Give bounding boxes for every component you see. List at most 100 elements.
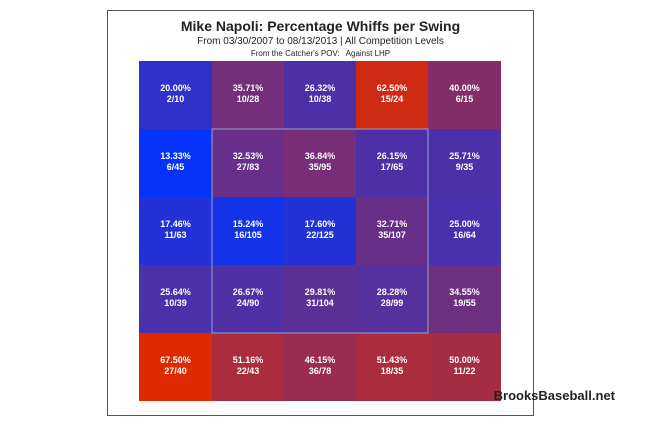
perspective-note: From the Catcher's POV: Against LHP xyxy=(108,49,533,58)
cell-count-label: 19/55 xyxy=(453,298,476,308)
heatmap-cell-r1-c3: 26.32%10/38 xyxy=(284,61,356,129)
heatmap-cell-fill xyxy=(284,129,356,197)
heatmap-cell-r5-c2: 51.16%22/43 xyxy=(212,333,284,401)
heatmap-cell-fill xyxy=(356,129,428,197)
cell-percentage-label: 17.46% xyxy=(160,219,191,229)
heatmap-cell-fill xyxy=(212,333,284,401)
cell-percentage-label: 25.71% xyxy=(449,151,480,161)
cell-percentage-label: 62.50% xyxy=(377,83,408,93)
heatmap-cell-fill xyxy=(356,333,428,401)
cell-count-label: 11/22 xyxy=(453,366,475,376)
cell-count-label: 2/10 xyxy=(167,94,185,104)
cell-count-label: 10/28 xyxy=(237,94,260,104)
cell-percentage-label: 25.64% xyxy=(160,287,191,297)
cell-percentage-label: 40.00% xyxy=(449,83,480,93)
heatmap-cell-fill xyxy=(212,61,284,129)
heatmap-cell-fill xyxy=(139,265,212,333)
cell-percentage-label: 28.28% xyxy=(377,287,408,297)
cell-percentage-label: 51.43% xyxy=(377,355,408,365)
chart-title: Mike Napoli: Percentage Whiffs per Swing xyxy=(180,18,461,34)
cell-percentage-label: 26.15% xyxy=(377,151,408,161)
chart-subtitle: From 03/30/2007 to 08/13/2013 | All Comp… xyxy=(197,36,444,47)
cell-percentage-label: 32.71% xyxy=(377,219,408,229)
heatmap-cell-fill xyxy=(428,265,501,333)
heatmap-cell-fill xyxy=(212,265,284,333)
heatmap-cell-r3-c3: 17.60%22/125 xyxy=(284,197,356,265)
cell-percentage-label: 35.71% xyxy=(233,83,264,93)
heatmap-cell-r5-c1: 67.50%27/40 xyxy=(139,333,212,401)
cell-count-label: 22/125 xyxy=(306,230,334,240)
heatmap-cell-r2-c1: 13.33%6/45 xyxy=(139,129,212,197)
heatmap-cell-fill xyxy=(139,61,212,129)
cell-percentage-label: 13.33% xyxy=(160,151,191,161)
cell-count-label: 18/35 xyxy=(381,366,404,376)
cell-count-label: 28/99 xyxy=(381,298,404,308)
cell-count-label: 27/40 xyxy=(164,366,187,376)
cell-count-label: 35/95 xyxy=(309,162,332,172)
heatmap-cell-r2-c2: 32.53%27/83 xyxy=(212,129,284,197)
cell-percentage-label: 26.32% xyxy=(305,83,336,93)
cell-percentage-label: 36.84% xyxy=(305,151,336,161)
cell-percentage-label: 50.00% xyxy=(449,355,480,365)
perspective-label: From the Catcher's POV: xyxy=(250,49,340,58)
cell-count-label: 36/78 xyxy=(309,366,332,376)
cell-count-label: 10/38 xyxy=(309,94,332,104)
cell-percentage-label: 20.00% xyxy=(160,83,191,93)
heatmap-cell-r3-c1: 17.46%11/63 xyxy=(139,197,212,265)
strike-zone-outline xyxy=(211,128,429,334)
cell-count-label: 15/24 xyxy=(381,94,404,104)
cell-count-label: 6/15 xyxy=(456,94,474,104)
heatmap-cell-r5-c5: 50.00%11/22 xyxy=(428,333,501,401)
heatmap-cell-fill xyxy=(284,61,356,129)
heatmap-cell-fill xyxy=(356,197,428,265)
cell-count-label: 27/83 xyxy=(237,162,260,172)
cell-count-label: 16/105 xyxy=(234,230,262,240)
brooks-baseball-watermark: BrooksBaseball.net xyxy=(493,388,615,403)
cell-count-label: 24/90 xyxy=(237,298,260,308)
cell-percentage-label: 67.50% xyxy=(160,355,191,365)
cell-percentage-label: 17.60% xyxy=(305,219,336,229)
heatmap-cell-r4-c2: 26.67%24/90 xyxy=(212,265,284,333)
heatmap-cell-fill xyxy=(356,265,428,333)
heatmap-cell-fill xyxy=(212,129,284,197)
heatmap-cell-r4-c3: 29.81%31/104 xyxy=(284,265,356,333)
cell-count-label: 16/64 xyxy=(453,230,476,240)
cell-count-label: 9/35 xyxy=(456,162,474,172)
heatmap-cell-r1-c4: 62.50%15/24 xyxy=(356,61,428,129)
heatmap-cell-fill xyxy=(428,197,501,265)
heatmap-cell-fill xyxy=(428,129,501,197)
heatmap-cell-fill xyxy=(139,129,212,197)
heatmap-cell-fill xyxy=(212,197,284,265)
heatmap-cell-r5-c3: 46.15%36/78 xyxy=(284,333,356,401)
cell-percentage-label: 29.81% xyxy=(305,287,336,297)
heatmap-cell-r4-c4: 28.28%28/99 xyxy=(356,265,428,333)
heatmap-cell-fill xyxy=(139,333,212,401)
cell-count-label: 6/45 xyxy=(167,162,185,172)
heatmap-cell-r2-c4: 26.15%17/65 xyxy=(356,129,428,197)
cell-count-label: 11/63 xyxy=(164,230,186,240)
cell-percentage-label: 15.24% xyxy=(233,219,264,229)
heatmap-cell-r3-c2: 15.24%16/105 xyxy=(212,197,284,265)
cell-count-label: 31/104 xyxy=(306,298,334,308)
heatmap-cell-r4-c1: 25.64%10/39 xyxy=(139,265,212,333)
split-label: Against LHP xyxy=(345,49,391,58)
cell-count-label: 10/39 xyxy=(164,298,187,308)
heatmap-cell-r2-c3: 36.84%35/95 xyxy=(284,129,356,197)
heatmap-cell-fill xyxy=(284,197,356,265)
heatmap-cell-fill xyxy=(428,61,501,129)
heatmap: 20.00%2/1035.71%10/2826.32%10/3862.50%15… xyxy=(139,61,501,401)
cell-count-label: 17/65 xyxy=(381,162,404,172)
heatmap-cell-fill xyxy=(284,333,356,401)
cell-count-label: 22/43 xyxy=(237,366,260,376)
cell-percentage-label: 32.53% xyxy=(233,151,264,161)
cell-percentage-label: 26.67% xyxy=(233,287,264,297)
heatmap-cell-fill xyxy=(428,333,501,401)
heatmap-cell-r3-c4: 32.71%35/107 xyxy=(356,197,428,265)
heatmap-cell-r1-c1: 20.00%2/10 xyxy=(139,61,212,129)
heatmap-cell-r4-c5: 34.55%19/55 xyxy=(428,265,501,333)
heatmap-cell-fill xyxy=(356,61,428,129)
heatmap-cell-r3-c5: 25.00%16/64 xyxy=(428,197,501,265)
cell-count-label: 35/107 xyxy=(378,230,406,240)
heatmap-cell-r5-c4: 51.43%18/35 xyxy=(356,333,428,401)
heatmap-cell-fill xyxy=(139,197,212,265)
